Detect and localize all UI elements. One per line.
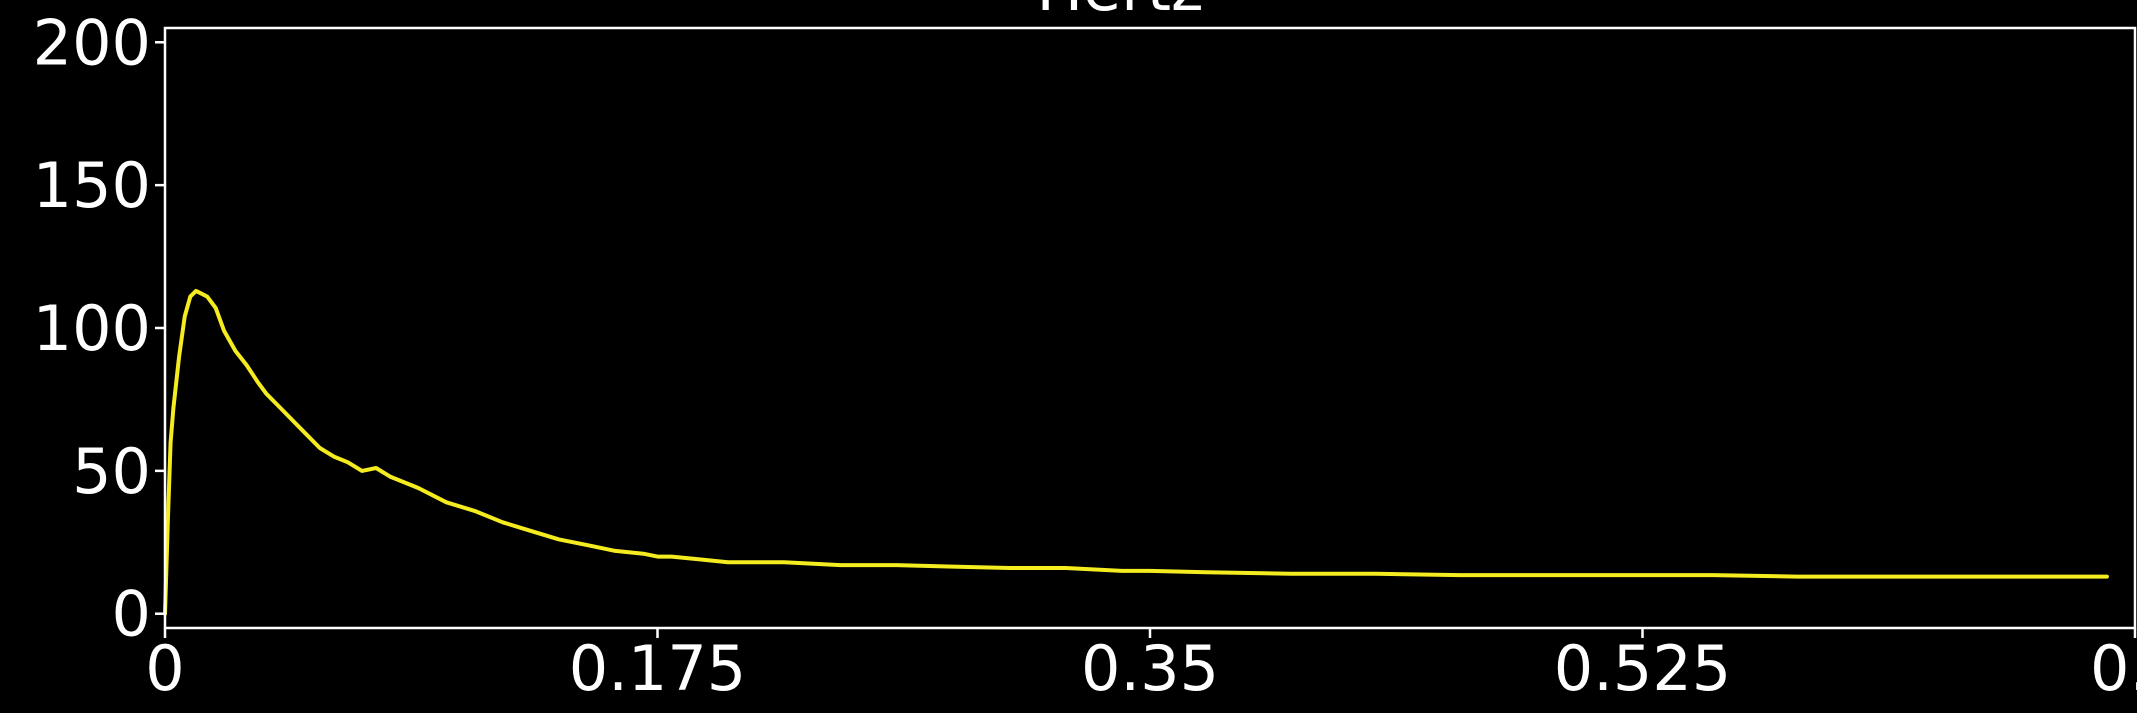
y-tick-label: 100 (33, 292, 151, 365)
y-tick-label: 50 (72, 435, 151, 508)
chart-title: Hertz (1036, 0, 1203, 25)
x-tick-label: 0.7 (2090, 632, 2137, 705)
y-tick-label: 0 (112, 578, 151, 651)
x-tick-label: 0.35 (1081, 632, 1219, 705)
series-line (163, 288, 2109, 616)
x-tick-label: 0 (145, 632, 184, 705)
y-tick-label: 200 (33, 6, 151, 79)
x-tick-label: 0.525 (1554, 632, 1732, 705)
x-tick-label: 0.175 (569, 632, 747, 705)
y-tick-label: 150 (33, 149, 151, 222)
